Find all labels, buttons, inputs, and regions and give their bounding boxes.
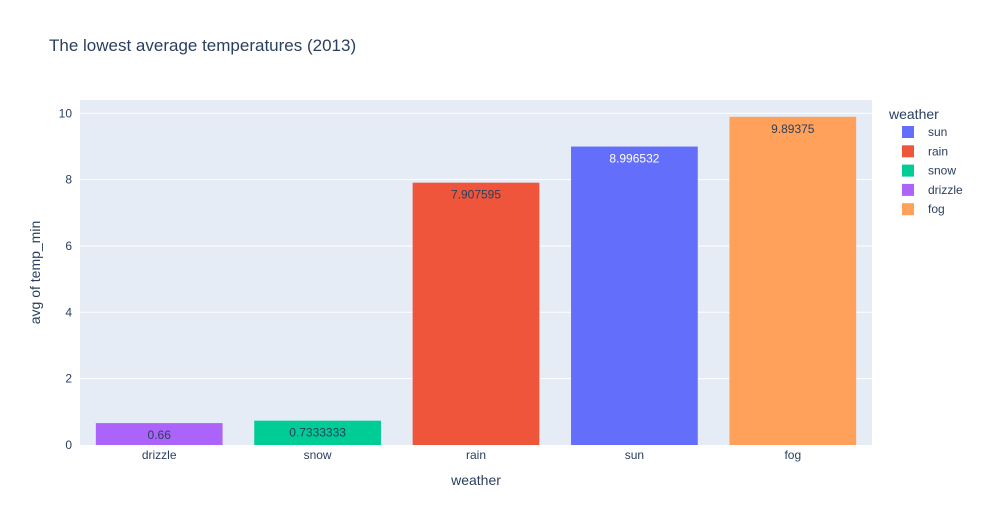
x-tick-label: drizzle: [142, 448, 177, 462]
legend-swatch-sun[interactable]: [902, 126, 914, 138]
y-tick-label: 2: [65, 372, 72, 386]
x-tick-label: rain: [466, 448, 486, 462]
y-tick-label: 6: [65, 239, 72, 253]
legend-swatch-rain[interactable]: [902, 145, 914, 158]
legend-swatch-drizzle[interactable]: [902, 183, 914, 196]
data-label-fog: 9.89375: [771, 122, 815, 136]
chart-title: The lowest average temperatures (2013): [49, 36, 356, 55]
legend-item-snow[interactable]: snow: [928, 164, 956, 178]
y-axis-title: avg of temp_min: [27, 221, 43, 325]
x-axis-title: weather: [450, 472, 501, 488]
x-tick-label: sun: [625, 448, 644, 462]
y-axis-ticks: 0 2 4 6 8 10: [59, 106, 73, 452]
legend-item-rain[interactable]: rain: [928, 144, 948, 158]
legend-item-fog[interactable]: fog: [928, 202, 945, 216]
bar-drizzle: [95, 423, 223, 445]
data-label-snow: 0.7333333: [289, 426, 346, 440]
bar-fog: [729, 116, 857, 445]
data-label-rain: 7.907595: [451, 188, 501, 202]
y-tick-label: 8: [65, 173, 72, 187]
legend-item-sun[interactable]: sun: [928, 125, 947, 139]
legend: weather sun rain snow drizzle fog: [888, 106, 963, 216]
bar-rain: [412, 182, 540, 446]
bars: 0.66 0.7333333 7.907595 8.996532 9.89375: [95, 116, 857, 446]
x-tick-label: snow: [304, 448, 332, 462]
legend-swatch-snow[interactable]: [902, 164, 914, 177]
legend-title: weather: [888, 106, 939, 122]
y-tick-label: 0: [65, 438, 72, 452]
x-tick-label: fog: [784, 448, 801, 462]
data-label-sun: 8.996532: [609, 152, 659, 166]
y-tick-label: 10: [59, 106, 73, 120]
data-label-drizzle: 0.66: [148, 428, 172, 442]
bar-sun: [571, 146, 698, 445]
x-axis-ticks: drizzle snow rain sun fog: [142, 448, 801, 462]
bar-snow: [254, 420, 381, 445]
legend-item-drizzle[interactable]: drizzle: [928, 183, 963, 197]
legend-swatch-fog[interactable]: [902, 203, 914, 216]
y-tick-label: 4: [65, 305, 72, 319]
